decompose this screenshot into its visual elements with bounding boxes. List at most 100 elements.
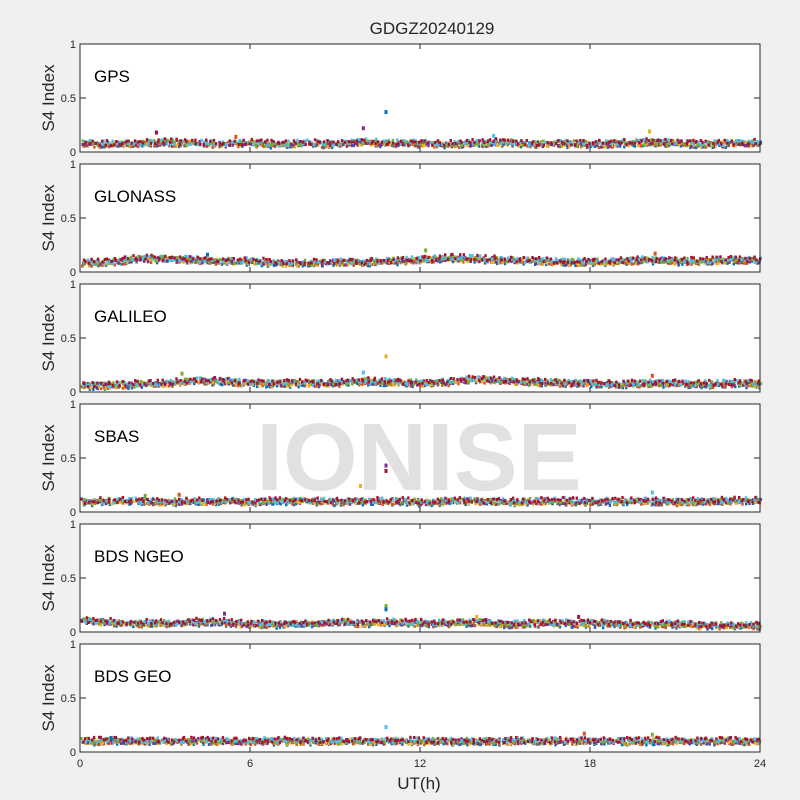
data-point xyxy=(476,253,479,257)
data-point xyxy=(139,140,142,144)
data-point xyxy=(94,384,97,388)
data-point xyxy=(282,140,285,144)
data-point xyxy=(577,257,580,261)
data-point xyxy=(439,260,442,264)
data-point xyxy=(178,255,182,259)
data-point xyxy=(738,261,741,265)
data-point xyxy=(105,139,109,143)
data-point xyxy=(566,139,569,143)
data-point xyxy=(302,263,306,267)
data-point xyxy=(342,380,346,384)
data-point xyxy=(194,259,198,263)
data-point xyxy=(447,384,450,388)
data-point xyxy=(741,141,744,145)
data-point xyxy=(400,379,404,383)
data-point xyxy=(674,378,677,382)
data-point xyxy=(531,259,534,263)
data-point xyxy=(435,141,438,145)
data-point xyxy=(648,378,652,382)
data-point xyxy=(198,139,201,143)
data-point xyxy=(646,260,650,264)
data-point xyxy=(750,379,754,383)
data-point xyxy=(534,141,538,145)
data-point xyxy=(570,382,573,386)
data-point xyxy=(582,258,585,262)
data-point xyxy=(244,378,248,382)
data-point xyxy=(444,253,447,257)
data-point xyxy=(677,382,680,386)
data-point xyxy=(565,263,569,266)
data-point xyxy=(686,383,689,386)
data-point xyxy=(433,140,437,144)
data-point xyxy=(454,144,458,148)
data-point xyxy=(673,262,676,266)
data-point xyxy=(315,503,318,507)
data-point xyxy=(644,260,647,264)
data-point xyxy=(459,139,462,143)
data-point xyxy=(583,379,586,383)
data-point xyxy=(395,258,398,262)
data-point xyxy=(270,384,273,388)
data-point xyxy=(525,139,528,142)
data-point xyxy=(568,145,571,149)
data-point xyxy=(597,385,601,389)
data-point xyxy=(518,140,522,144)
data-point xyxy=(389,382,392,386)
data-point xyxy=(743,261,746,265)
data-point xyxy=(165,259,168,263)
data-point xyxy=(197,503,200,506)
data-point xyxy=(199,260,202,263)
data-point xyxy=(110,141,114,145)
data-point xyxy=(719,142,723,146)
data-point xyxy=(626,384,629,388)
data-point xyxy=(141,257,144,261)
data-point xyxy=(276,380,279,384)
data-point xyxy=(505,260,508,264)
data-point xyxy=(200,380,203,384)
data-point xyxy=(312,257,316,261)
data-point xyxy=(315,383,319,387)
data-point xyxy=(690,261,694,265)
data-point xyxy=(172,144,175,148)
data-point xyxy=(106,387,110,391)
data-point xyxy=(280,141,284,145)
data-point xyxy=(566,382,569,386)
data-point xyxy=(421,139,425,143)
data-point xyxy=(617,258,620,262)
data-point xyxy=(556,258,559,262)
data-point xyxy=(576,141,579,145)
data-point xyxy=(621,140,625,144)
data-point xyxy=(477,141,481,145)
data-point xyxy=(717,256,720,259)
data-point xyxy=(552,383,555,387)
data-point xyxy=(209,380,212,384)
data-point xyxy=(157,381,160,385)
data-point xyxy=(625,386,628,390)
data-point xyxy=(387,140,391,144)
data-point xyxy=(151,140,154,144)
data-point xyxy=(184,377,187,381)
data-point xyxy=(388,377,391,381)
data-point xyxy=(436,257,440,261)
data-point xyxy=(603,145,607,149)
data-point xyxy=(113,257,117,260)
data-point xyxy=(249,258,252,262)
data-point xyxy=(681,381,685,385)
data-point xyxy=(349,379,352,383)
data-point xyxy=(748,260,751,264)
data-point xyxy=(260,379,263,383)
data-point xyxy=(390,140,393,144)
data-point xyxy=(102,383,105,387)
data-point xyxy=(671,379,675,383)
data-point xyxy=(209,142,212,146)
data-point xyxy=(173,140,176,144)
data-point xyxy=(503,262,507,266)
data-point xyxy=(705,141,709,145)
data-point xyxy=(269,260,272,264)
data-point xyxy=(741,143,744,147)
data-point xyxy=(251,143,255,147)
data-point xyxy=(163,137,167,141)
data-point xyxy=(549,378,552,382)
data-point xyxy=(529,142,532,146)
data-point xyxy=(359,378,363,382)
